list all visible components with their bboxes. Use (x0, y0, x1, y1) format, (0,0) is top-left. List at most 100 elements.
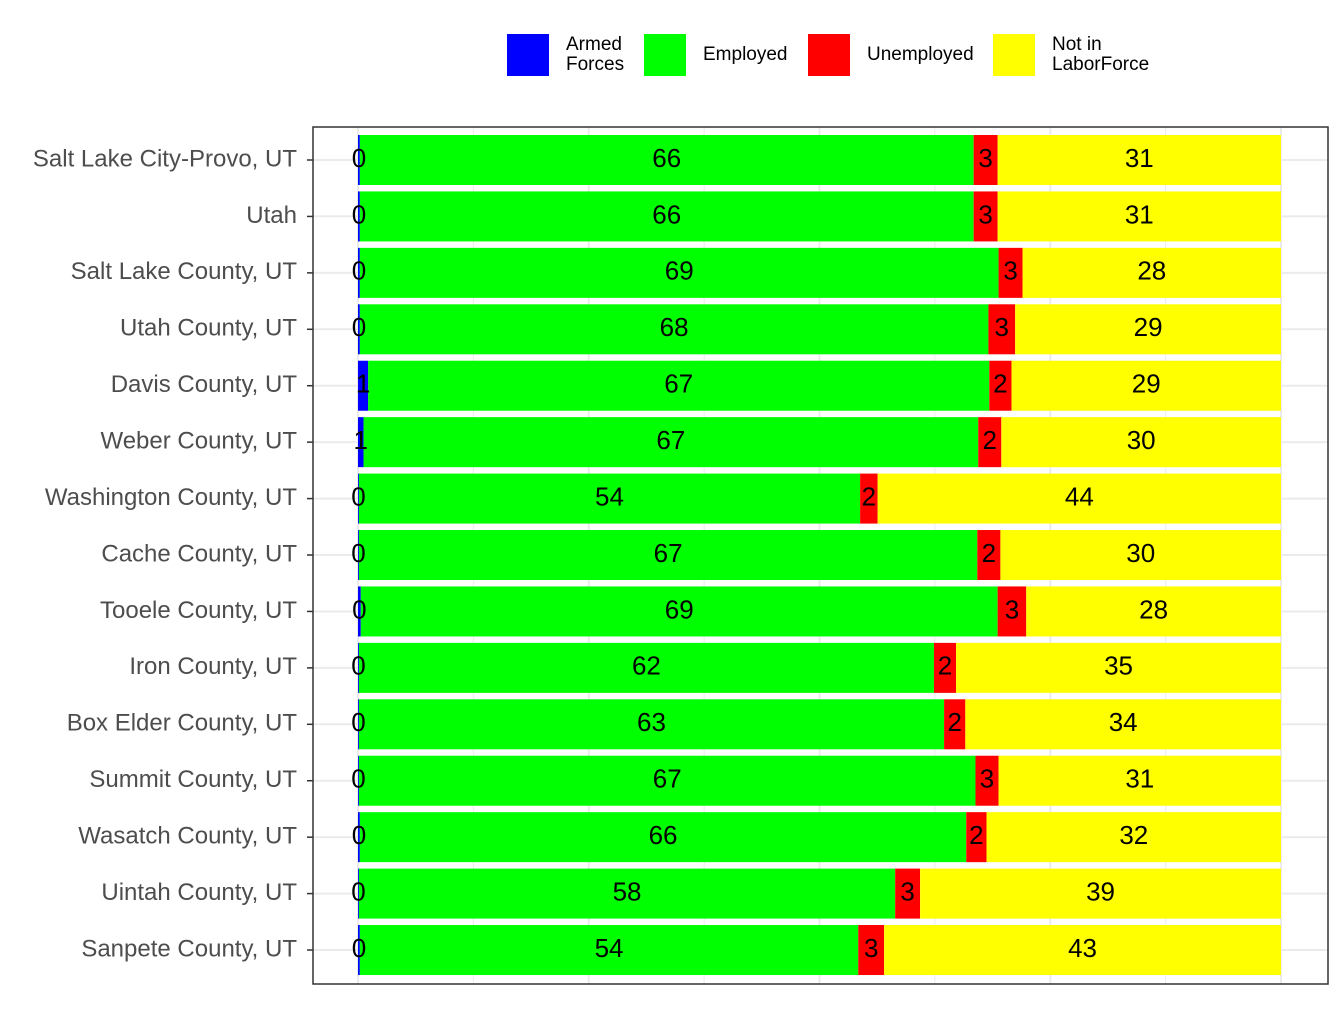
data-label-armed-forces: 0 (352, 312, 366, 342)
bar-segment-armed-forces (358, 417, 364, 468)
data-label-armed-forces: 0 (352, 143, 366, 173)
bar-segment-not-in-laborforce (884, 925, 1281, 976)
legend-label-armed-forces: Armed (566, 34, 622, 55)
data-label-not-in-laborforce: 30 (1127, 425, 1156, 455)
y-tick-label: Summit County, UT (89, 766, 297, 793)
y-tick-label: Sanpete County, UT (81, 935, 297, 962)
bar-segment-unemployed (944, 699, 966, 750)
data-label-unemployed: 3 (900, 876, 914, 906)
data-label-employed: 66 (649, 820, 678, 850)
bar-segment-unemployed (860, 473, 878, 524)
data-label-armed-forces: 0 (352, 256, 366, 286)
y-tick-label: Salt Lake County, UT (71, 258, 298, 285)
data-label-unemployed: 3 (1005, 594, 1019, 624)
data-label-unemployed: 2 (947, 707, 961, 737)
data-label-not-in-laborforce: 29 (1132, 369, 1161, 399)
data-label-employed: 67 (653, 764, 682, 794)
data-label-employed: 58 (613, 876, 642, 906)
bar-segment-unemployed (895, 868, 921, 919)
data-label-not-in-laborforce: 43 (1068, 933, 1097, 963)
bar-segment-not-in-laborforce (1015, 304, 1281, 355)
bar-segment-armed-forces (358, 812, 360, 863)
legend-key-armed-forces (507, 34, 549, 76)
data-label-employed: 67 (664, 369, 693, 399)
y-tick-label: Wasatch County, UT (78, 823, 297, 850)
data-label-not-in-laborforce: 28 (1139, 594, 1168, 624)
y-tick-label: Weber County, UT (100, 427, 297, 454)
legend-key-unemployed (808, 34, 850, 76)
bar-segment-not-in-laborforce (986, 812, 1281, 863)
data-label-unemployed: 3 (995, 312, 1009, 342)
bar-segment-armed-forces (358, 360, 369, 411)
data-label-armed-forces: 0 (352, 199, 366, 229)
bar-segment-not-in-laborforce (1022, 247, 1281, 298)
data-label-not-in-laborforce: 44 (1065, 481, 1094, 511)
bar-segment-not-in-laborforce (997, 135, 1281, 185)
bar-segment-not-in-laborforce (877, 473, 1281, 524)
data-label-not-in-laborforce: 34 (1109, 707, 1138, 737)
y-tick-label: Iron County, UT (129, 653, 297, 680)
bar-segment-employed (358, 642, 934, 693)
data-label-armed-forces: 1 (356, 369, 370, 399)
data-label-employed: 69 (665, 256, 694, 286)
bar-segment-unemployed (858, 925, 885, 976)
data-label-armed-forces: 0 (352, 820, 366, 850)
data-label-not-in-laborforce: 29 (1134, 312, 1163, 342)
data-label-employed: 69 (665, 594, 694, 624)
bar-segment-employed (360, 586, 998, 637)
bar-segment-armed-forces (358, 586, 361, 637)
bar-segment-not-in-laborforce (1001, 417, 1281, 468)
y-tick-label: Tooele County, UT (100, 597, 297, 624)
legend-label-unemployed: Unemployed (867, 44, 974, 65)
bar-segment-employed (359, 247, 999, 298)
bar-segment-armed-forces (358, 755, 359, 806)
data-label-not-in-laborforce: 31 (1125, 143, 1154, 173)
data-label-unemployed: 3 (1003, 256, 1017, 286)
bar-segment-employed (358, 868, 896, 919)
bar-segment-unemployed (977, 530, 1001, 581)
bar-segment-employed (368, 360, 990, 411)
data-label-armed-forces: 0 (352, 933, 366, 963)
data-label-armed-forces: 0 (351, 538, 365, 568)
bar-segment-employed (363, 417, 979, 468)
y-tick-label: Utah (246, 202, 297, 229)
bar-segment-armed-forces (358, 304, 360, 355)
data-label-unemployed: 2 (862, 481, 876, 511)
y-tick-label: Washington County, UT (45, 484, 297, 511)
data-label-not-in-laborforce: 31 (1125, 764, 1154, 794)
bar-segment-employed (358, 530, 978, 581)
data-label-employed: 54 (595, 481, 624, 511)
data-label-employed: 63 (637, 707, 666, 737)
data-label-armed-forces: 0 (351, 707, 365, 737)
bar-segment-not-in-laborforce (920, 868, 1281, 919)
data-label-unemployed: 2 (969, 820, 983, 850)
bar-segment-not-in-laborforce (965, 699, 1281, 750)
bar-segment-employed (358, 755, 976, 806)
panel-border (312, 126, 1329, 985)
data-label-not-in-laborforce: 32 (1119, 820, 1148, 850)
bar-segment-unemployed (973, 135, 998, 185)
data-label-employed: 54 (595, 933, 624, 963)
legend-label-not-in-laborforce: LaborForce (1052, 54, 1149, 75)
bar-segment-employed (358, 699, 945, 750)
bar-segment-not-in-laborforce (956, 642, 1281, 693)
bar-segment-employed (359, 812, 967, 863)
y-tick-label: Box Elder County, UT (67, 710, 298, 737)
data-label-employed: 66 (652, 143, 681, 173)
bar-segment-armed-forces (358, 868, 359, 919)
data-label-not-in-laborforce: 30 (1126, 538, 1155, 568)
data-label-unemployed: 2 (938, 651, 952, 681)
data-label-armed-forces: 0 (351, 876, 365, 906)
legend-label-employed: Employed (703, 44, 788, 65)
data-label-armed-forces: 0 (351, 481, 365, 511)
bar-segment-unemployed (978, 417, 1002, 468)
bar-segment-unemployed (989, 360, 1012, 411)
data-label-not-in-laborforce: 35 (1104, 651, 1133, 681)
bar-segment-unemployed (975, 755, 999, 806)
data-label-unemployed: 3 (978, 143, 992, 173)
data-label-not-in-laborforce: 31 (1125, 199, 1154, 229)
bar-segment-unemployed (933, 642, 957, 693)
